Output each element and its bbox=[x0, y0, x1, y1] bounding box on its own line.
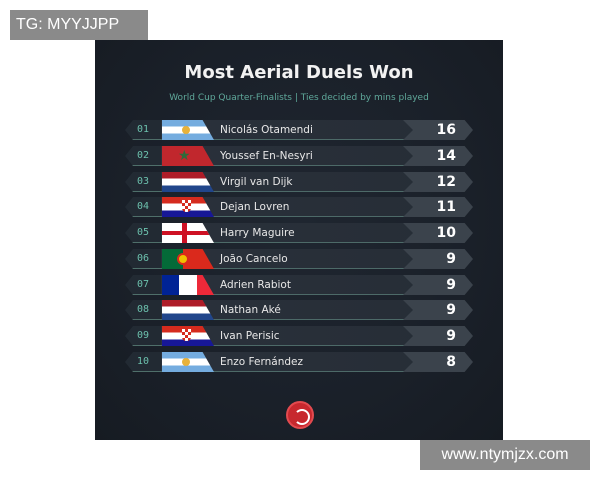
row-bar bbox=[161, 223, 451, 243]
duels-value: 10 bbox=[403, 223, 473, 243]
player-name: Nicolás Otamendi bbox=[220, 124, 313, 136]
rank-label: 03 bbox=[125, 172, 165, 192]
france-flag-icon bbox=[162, 275, 214, 295]
player-name: Virgil van Dijk bbox=[220, 176, 293, 188]
leaderboard-card: Most Aerial Duels Won World Cup Quarter-… bbox=[95, 40, 503, 440]
duels-value: 9 bbox=[403, 275, 473, 295]
row-bar bbox=[161, 197, 451, 217]
england-flag-icon bbox=[162, 223, 214, 243]
rank-label: 09 bbox=[125, 326, 165, 346]
watermark-url: www.ntymjzx.com bbox=[420, 440, 590, 470]
row-bar bbox=[161, 120, 451, 140]
croatia-flag-icon bbox=[162, 197, 214, 217]
table-row: 05 Harry Maguire 10 bbox=[125, 223, 473, 243]
table-row: 03 Virgil van Dijk 12 bbox=[125, 172, 473, 192]
row-bar bbox=[161, 249, 451, 269]
player-name: Youssef En-Nesyri bbox=[220, 150, 313, 162]
brand-logo-icon bbox=[286, 401, 314, 429]
page-title: Most Aerial Duels Won bbox=[184, 62, 414, 83]
croatia-flag-icon bbox=[162, 326, 214, 346]
rank-label: 06 bbox=[125, 249, 165, 269]
player-name: João Cancelo bbox=[220, 253, 288, 265]
row-bar bbox=[161, 172, 451, 192]
rank-label: 07 bbox=[125, 275, 165, 295]
table-row: 07 Adrien Rabiot 9 bbox=[125, 275, 473, 295]
morocco-flag-icon: ★ bbox=[162, 146, 214, 166]
watermark-label: TG: MYYJJPP bbox=[10, 10, 148, 40]
argentina-flag-icon bbox=[162, 352, 214, 372]
table-row: 06 João Cancelo 9 bbox=[125, 249, 473, 269]
player-name: Adrien Rabiot bbox=[220, 279, 291, 291]
duels-value: 9 bbox=[403, 249, 473, 269]
player-name: Dejan Lovren bbox=[220, 201, 290, 213]
rank-label: 02 bbox=[125, 146, 165, 166]
player-name: Enzo Fernández bbox=[220, 356, 304, 368]
row-bar bbox=[161, 146, 451, 166]
duels-value: 16 bbox=[403, 120, 473, 140]
rank-label: 01 bbox=[125, 120, 165, 140]
duels-value: 14 bbox=[403, 146, 473, 166]
subtitle: World Cup Quarter-Finalists | Ties decid… bbox=[169, 93, 429, 103]
rank-label: 04 bbox=[125, 197, 165, 217]
duels-value: 9 bbox=[403, 300, 473, 320]
duels-value: 9 bbox=[403, 326, 473, 346]
table-row: 02 ★ Youssef En-Nesyri 14 bbox=[125, 146, 473, 166]
duels-value: 12 bbox=[403, 172, 473, 192]
player-name: Nathan Aké bbox=[220, 304, 281, 316]
row-bar bbox=[161, 352, 451, 372]
table-row: 09 Ivan Perisic 9 bbox=[125, 326, 473, 346]
player-name: Harry Maguire bbox=[220, 227, 295, 239]
rank-label: 10 bbox=[125, 352, 165, 372]
portugal-flag-icon bbox=[162, 249, 214, 269]
duels-value: 11 bbox=[403, 197, 473, 217]
netherlands-flag-icon bbox=[162, 300, 214, 320]
rank-label: 05 bbox=[125, 223, 165, 243]
table-row: 01 Nicolás Otamendi 16 bbox=[125, 120, 473, 140]
row-bar bbox=[161, 326, 451, 346]
row-bar bbox=[161, 300, 451, 320]
player-name: Ivan Perisic bbox=[220, 330, 280, 342]
rank-label: 08 bbox=[125, 300, 165, 320]
table-row: 04 Dejan Lovren 11 bbox=[125, 197, 473, 217]
row-bar bbox=[161, 275, 451, 295]
duels-value: 8 bbox=[403, 352, 473, 372]
argentina-flag-icon bbox=[162, 120, 214, 140]
table-row: 08 Nathan Aké 9 bbox=[125, 300, 473, 320]
table-row: 10 Enzo Fernández 8 bbox=[125, 352, 473, 372]
netherlands-flag-icon bbox=[162, 172, 214, 192]
